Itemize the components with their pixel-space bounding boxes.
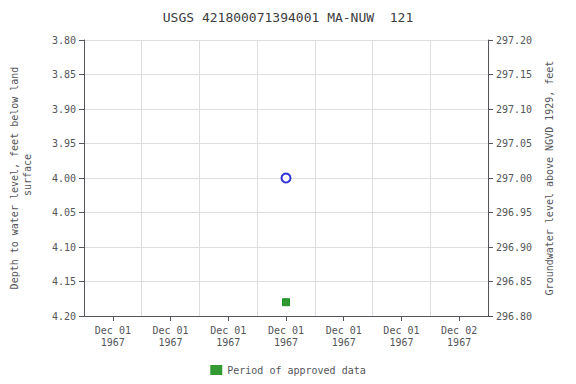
svg-text:296.90: 296.90 [496, 242, 532, 253]
svg-text:4.00: 4.00 [52, 173, 76, 184]
svg-text:1967: 1967 [447, 337, 471, 348]
svg-text:1967: 1967 [101, 337, 125, 348]
svg-text:297.10: 297.10 [496, 104, 532, 115]
svg-text:Dec 01: Dec 01 [268, 325, 304, 336]
svg-text:4.05: 4.05 [52, 207, 76, 218]
svg-text:1967: 1967 [274, 337, 298, 348]
svg-text:4.10: 4.10 [52, 242, 76, 253]
svg-text:1967: 1967 [389, 337, 413, 348]
svg-text:3.85: 3.85 [52, 69, 76, 80]
svg-text:surface: surface [22, 154, 33, 202]
svg-text:3.90: 3.90 [52, 104, 76, 115]
svg-text:Dec 01: Dec 01 [95, 325, 131, 336]
svg-text:Depth to water level, feet bel: Depth to water level, feet below land [9, 67, 20, 290]
svg-text:Dec 01: Dec 01 [210, 325, 246, 336]
svg-text:296.85: 296.85 [496, 276, 532, 287]
svg-text:297.15: 297.15 [496, 69, 532, 80]
svg-text:Dec 02: Dec 02 [441, 325, 477, 336]
svg-text:1967: 1967 [332, 337, 356, 348]
svg-text:296.95: 296.95 [496, 207, 532, 218]
svg-text:4.15: 4.15 [52, 276, 76, 287]
svg-text:3.80: 3.80 [52, 35, 76, 46]
svg-text:USGS 421800071394001 MA-NUW 1: USGS 421800071394001 MA-NUW 121 [163, 10, 413, 25]
svg-text:1967: 1967 [159, 337, 183, 348]
svg-text:297.05: 297.05 [496, 138, 532, 149]
svg-text:4.20: 4.20 [52, 311, 76, 322]
svg-text:297.20: 297.20 [496, 35, 532, 46]
svg-text:Dec 01: Dec 01 [383, 325, 419, 336]
svg-text:3.95: 3.95 [52, 138, 76, 149]
svg-text:Groundwater level above NGVD 1: Groundwater level above NGVD 1929, feet [544, 61, 555, 296]
svg-text:Dec 01: Dec 01 [153, 325, 189, 336]
svg-text:Dec 01: Dec 01 [326, 325, 362, 336]
svg-text:Period of approved data: Period of approved data [227, 365, 365, 376]
svg-text:1967: 1967 [216, 337, 240, 348]
svg-text:296.80: 296.80 [496, 311, 532, 322]
svg-text:297.00: 297.00 [496, 173, 532, 184]
